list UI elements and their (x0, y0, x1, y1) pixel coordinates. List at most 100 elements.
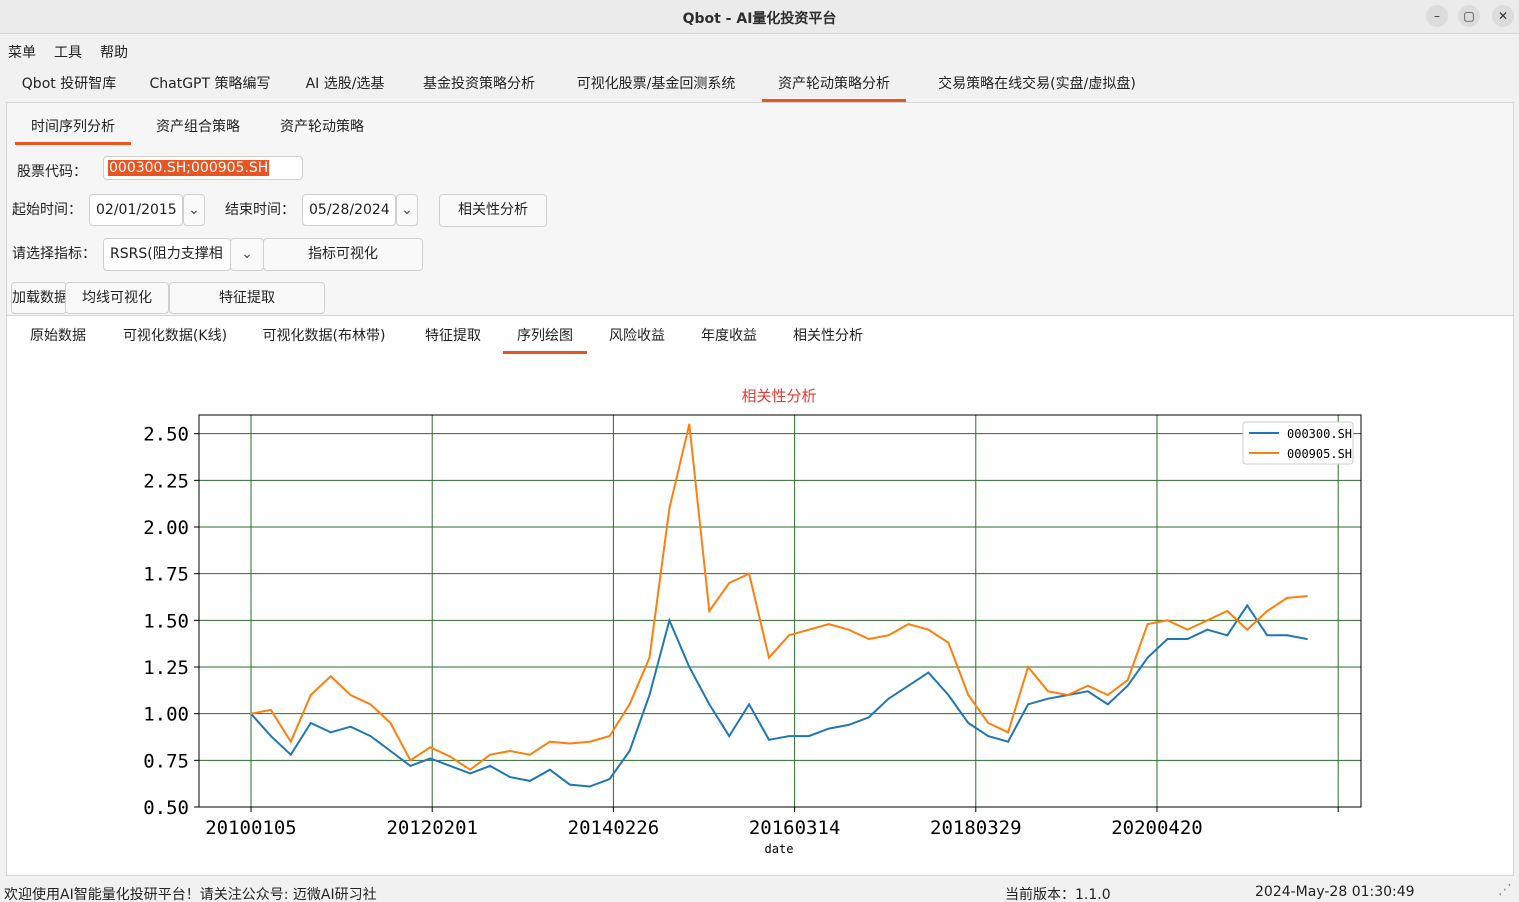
data-point (489, 765, 491, 767)
data-point (807, 628, 810, 631)
tab-kline[interactable]: 可视化数据(K线) (122, 328, 228, 344)
data-point (1067, 694, 1069, 696)
correlation-analysis-button[interactable]: 相关性分析 (439, 194, 547, 227)
series-line-000905.SH (250, 424, 1308, 771)
tab-backtest-system[interactable]: 可视化股票/基金回测系统 (576, 76, 736, 92)
data-point (1027, 666, 1029, 668)
datetime-label: 2024-May-28 01:30:49 (1255, 884, 1415, 900)
title-bar: Qbot - AI量化投资平台 – ▢ ✕ (0, 0, 1519, 34)
tab-raw-data[interactable]: 原始数据 (30, 328, 86, 344)
legend-label: 000905.SH (1287, 447, 1352, 461)
data-point (887, 634, 890, 637)
tab-fund-strategy[interactable]: 基金投资策略分析 (423, 76, 535, 92)
tab-asset-rotation[interactable]: 资产轮动策略分析 (762, 68, 906, 102)
chart-grid (199, 415, 1361, 808)
data-point (489, 753, 491, 756)
y-tick-label: 1.50 (143, 610, 189, 632)
menu-item-help[interactable]: 帮助 (100, 45, 128, 61)
data-point (628, 750, 631, 752)
tab-qbot-research[interactable]: Qbot 投研智库 (21, 76, 117, 92)
indicator-dropdown[interactable]: ⌄ (230, 238, 264, 271)
y-tick-label: 1.00 (143, 704, 189, 726)
data-point (807, 735, 810, 737)
tab-feature[interactable]: 特征提取 (425, 328, 481, 344)
menu-item-menu[interactable]: 菜单 (8, 45, 36, 61)
tab-correlation[interactable]: 相关性分析 (793, 328, 863, 344)
asset-rotation-panel: 时间序列分析 资产组合策略 资产轮动策略 股票代码： 000300.SH;000… (6, 102, 1514, 876)
data-point (1106, 694, 1109, 696)
data-point (509, 750, 511, 752)
indicator-label: 请选择指标： (12, 246, 96, 262)
y-axis-ticks: 0.50 0.75 1.00 1.25 1.50 1.75 2.00 2.25 2.50 (143, 424, 199, 819)
data-point (1266, 610, 1269, 612)
version-label: 当前版本：1.1.0 (1005, 887, 1111, 902)
menu-item-tools[interactable]: 工具 (54, 45, 82, 61)
start-date-input[interactable]: 02/01/2015 (89, 194, 183, 226)
data-point (1286, 634, 1288, 637)
minimize-button[interactable]: – (1426, 5, 1448, 27)
y-tick-label: 2.50 (143, 424, 189, 446)
data-point (529, 779, 531, 782)
tab-annual-return[interactable]: 年度收益 (701, 328, 757, 344)
ma-visualize-button[interactable]: 均线可视化 (65, 282, 169, 314)
indicator-visualize-button[interactable]: 指标可视化 (263, 238, 423, 271)
data-point (967, 722, 970, 724)
start-date-dropdown[interactable]: ⌄ (183, 194, 205, 226)
minimize-icon: – (1434, 9, 1440, 23)
data-point (788, 735, 790, 737)
chart-legend: 000300.SH 000905.SH (1242, 421, 1354, 465)
data-point (588, 785, 591, 788)
status-bar: 欢迎使用AI智能量化投研平台！请关注公众号: 迈微AI研习社 当前版本：1.1.… (0, 878, 1519, 902)
data-point (608, 778, 611, 780)
data-point (668, 507, 671, 510)
data-point (947, 694, 950, 696)
data-point (708, 610, 711, 612)
chevron-down-icon: ⌄ (401, 202, 413, 218)
tab-ai-stock-picking[interactable]: AI 选股/选基 (305, 76, 385, 92)
x-axis-label: date (765, 842, 794, 856)
data-point (907, 623, 910, 625)
feature-extract-button[interactable]: 特征提取 (169, 282, 325, 314)
data-point (548, 740, 551, 743)
data-point (1086, 690, 1089, 693)
end-date-input[interactable]: 05/28/2024 (302, 194, 396, 226)
data-point (409, 765, 412, 767)
subtab-rotation[interactable]: 资产轮动策略 (280, 119, 364, 135)
data-point (668, 619, 671, 622)
data-point (449, 755, 452, 758)
tab-bollinger[interactable]: 可视化数据(布林带) (262, 328, 386, 344)
data-point (1206, 628, 1209, 631)
indicator-select[interactable]: RSRS(阻力支撑相 (103, 238, 231, 271)
subtab-portfolio[interactable]: 资产组合策略 (156, 119, 240, 135)
resize-grip-icon[interactable]: ⋰ (1498, 882, 1512, 898)
data-point (1286, 597, 1288, 599)
window-title: Qbot - AI量化投资平台 (682, 11, 837, 27)
data-point (329, 731, 332, 734)
x-axis-ticks: 20100105 20120201 20140226 20160314 20180329… (205, 807, 1339, 839)
data-point (349, 725, 352, 728)
end-date-dropdown[interactable]: ⌄ (396, 194, 418, 226)
x-tick-label: 20200420 (1111, 817, 1203, 839)
data-point (568, 742, 571, 745)
data-point (369, 703, 372, 706)
data-point (788, 634, 790, 637)
subtab-time-series[interactable]: 时间序列分析 (15, 111, 131, 145)
data-point (1226, 634, 1229, 637)
data-point (309, 722, 312, 724)
data-point (309, 694, 312, 696)
maximize-button[interactable]: ▢ (1458, 5, 1480, 27)
tab-chatgpt-strategy[interactable]: ChatGPT 策略编写 (149, 76, 271, 92)
data-point (289, 753, 292, 756)
load-data-button[interactable]: 加载数据 (11, 282, 67, 314)
data-point (389, 722, 392, 724)
close-button[interactable]: ✕ (1492, 5, 1514, 27)
data-point (987, 735, 990, 737)
tab-risk-return[interactable]: 风险收益 (609, 328, 665, 344)
x-tick-label: 20120201 (386, 817, 478, 839)
tab-series-plot[interactable]: 序列绘图 (503, 320, 587, 354)
data-point (449, 765, 452, 767)
tab-online-trading[interactable]: 交易策略在线交易(实盘/虚拟盘) (938, 76, 1136, 92)
x-tick-label: 20180329 (930, 817, 1022, 839)
stock-code-input[interactable]: 000300.SH;000905.SH (103, 156, 303, 180)
chevron-down-icon: ⌄ (241, 246, 253, 262)
